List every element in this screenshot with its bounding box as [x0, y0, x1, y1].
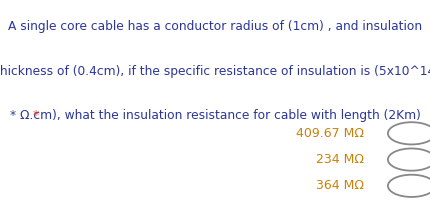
Text: * Ω.cm), what the insulation resistance for cable with length (2Km): * Ω.cm), what the insulation resistance … [10, 109, 420, 122]
Text: 364 MΩ: 364 MΩ [316, 179, 363, 192]
Text: thickness of (0.4cm), if the specific resistance of insulation is (5x10^14: thickness of (0.4cm), if the specific re… [0, 65, 430, 78]
Text: *: * [33, 109, 43, 122]
Text: A single core cable has a conductor radius of (1cm) , and insulation: A single core cable has a conductor radi… [9, 20, 421, 33]
Text: 409.67 MΩ: 409.67 MΩ [295, 127, 363, 140]
Text: 234 MΩ: 234 MΩ [316, 153, 363, 166]
